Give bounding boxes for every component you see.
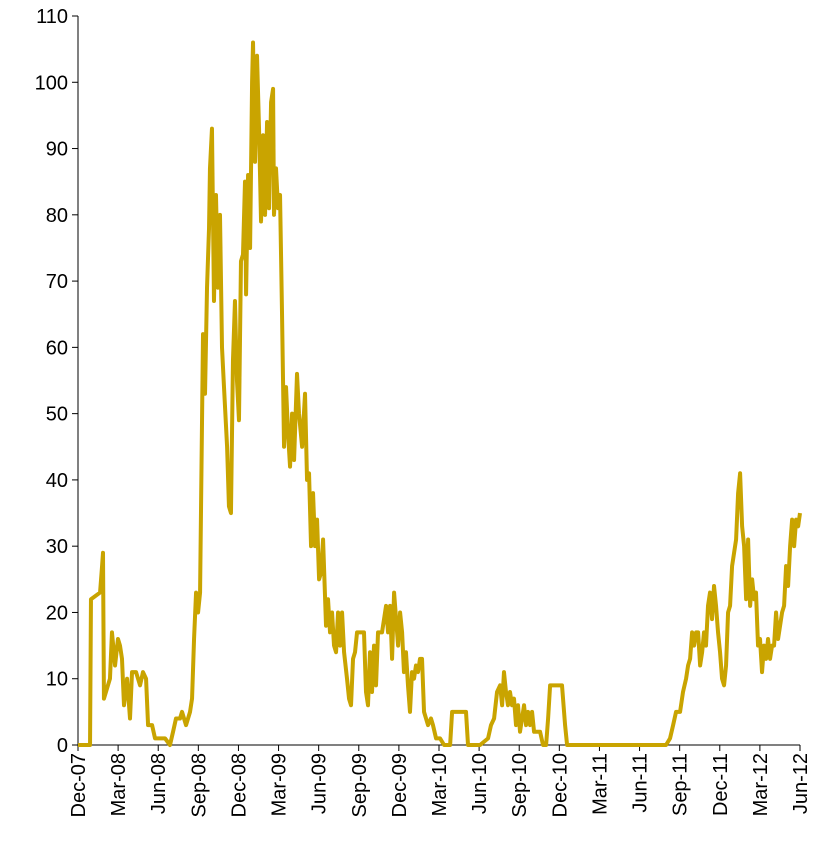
x-tick-label: Jun-08: [148, 753, 170, 814]
y-tick-label: 30: [46, 536, 68, 558]
x-tick-label: Sep-11: [670, 753, 692, 816]
y-tick-label: 110: [36, 6, 68, 28]
data-line: [78, 40, 802, 747]
y-tick-label: 20: [46, 602, 68, 624]
x-tick-label: Dec-08: [228, 753, 250, 817]
y-tick-label: 90: [46, 139, 68, 161]
x-tick-label: Jun-10: [469, 753, 491, 814]
y-tick-label: 0: [57, 735, 68, 757]
x-tick-label: Sep-09: [349, 753, 371, 818]
x-tick-label: Dec-07: [68, 753, 90, 817]
x-tick-label: Dec-10: [549, 753, 571, 817]
x-tick-label: Dec-11: [710, 753, 732, 816]
y-tick-label: 10: [46, 669, 68, 691]
x-tick-label: Jun-11: [630, 753, 652, 813]
y-tick-label: 60: [46, 337, 68, 359]
x-tick-label: Sep-10: [509, 753, 531, 818]
x-tick-label: Mar-12: [750, 753, 772, 816]
x-tick-label: Jun-12: [790, 753, 812, 814]
y-tick-label: 40: [46, 470, 68, 492]
x-tick-label: Mar-10: [429, 753, 451, 816]
y-tick-label: 50: [46, 404, 68, 426]
x-tick-label: Mar-11: [589, 753, 611, 815]
y-tick-label: 80: [46, 205, 68, 227]
x-tick-label: Sep-08: [188, 753, 210, 818]
y-tick-label: 70: [46, 271, 68, 293]
x-tick-label: Mar-09: [269, 753, 291, 816]
x-tick-label: Mar-08: [108, 753, 130, 816]
y-tick-label: 100: [35, 72, 68, 94]
x-tick-label: Jun-09: [309, 753, 331, 814]
x-tick-label: Dec-09: [389, 753, 411, 817]
